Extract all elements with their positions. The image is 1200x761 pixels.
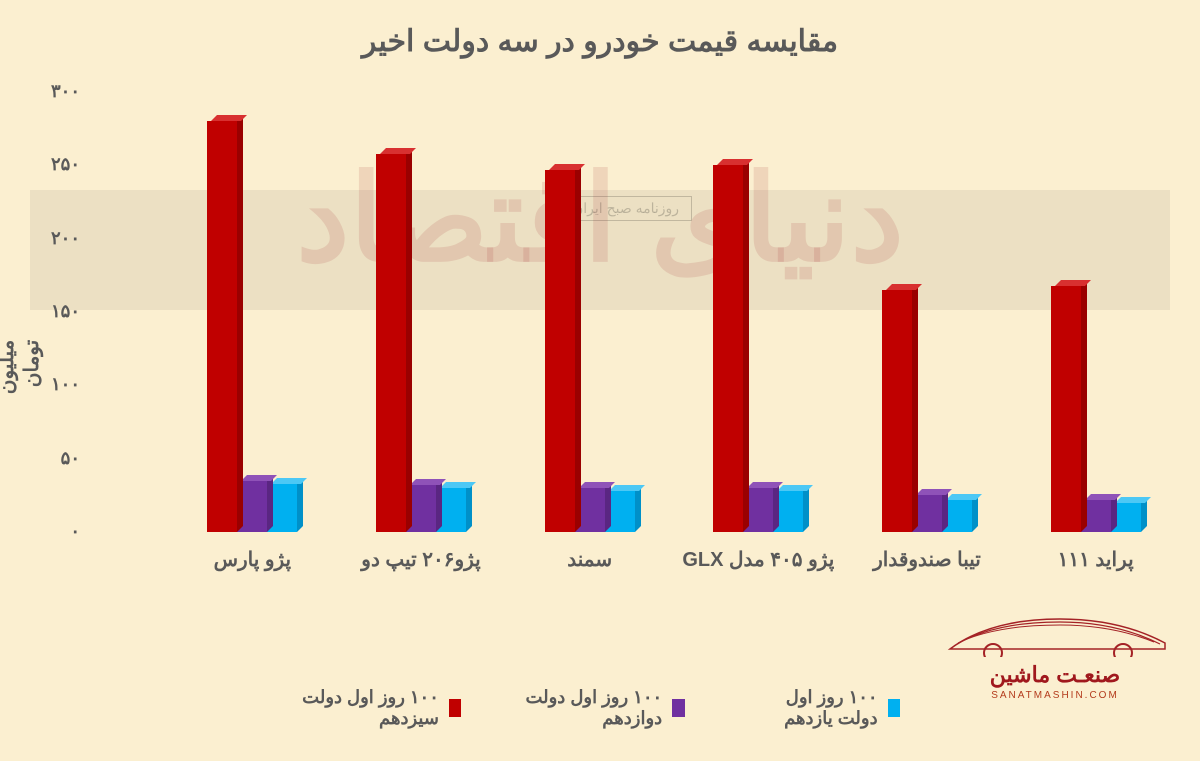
bar (882, 290, 912, 532)
y-tick: ۵۰ (61, 448, 80, 469)
brand-name: صنعـت ماشین (940, 662, 1170, 688)
x-category: پژو۲۰۶ تیپ دو (331, 546, 511, 574)
legend-swatch (672, 699, 684, 717)
legend-label: ۱۰۰ روز اول دولت دوازدهم (523, 687, 662, 729)
x-category: پژو پارس (162, 546, 342, 574)
y-tick: ۱۵۰ (51, 301, 80, 322)
plot-area (168, 92, 1180, 532)
bar-group (376, 154, 466, 532)
y-tick: ۰ (70, 521, 80, 542)
x-category: سمند (500, 546, 680, 574)
bar (376, 154, 406, 532)
y-tick: ۲۵۰ (51, 154, 80, 175)
y-tick: ۳۰۰ (51, 81, 80, 102)
y-tick: ۱۰۰ (51, 374, 80, 395)
car-icon (940, 607, 1170, 657)
chart-area: میلیون تومان ۰۵۰۱۰۰۱۵۰۲۰۰۲۵۰۳۰۰ پراید ۱۱… (60, 92, 1180, 644)
legend-item: ۱۰۰ روز اول دولت یازدهم (747, 687, 900, 729)
bar-group (1051, 286, 1141, 532)
legend: ۱۰۰ روز اول دولت یازدهم ۱۰۰ روز اول دولت … (300, 687, 900, 729)
legend-item: ۱۰۰ روز اول دولت دوازدهم (523, 687, 684, 729)
brand-logo: صنعـت ماشین SANATMASHIN.COM (940, 607, 1170, 701)
bar (1051, 286, 1081, 532)
legend-label: ۱۰۰ روز اول دولت سیزدهم (300, 687, 439, 729)
bar-group (207, 121, 297, 532)
legend-swatch (888, 699, 900, 717)
brand-url: SANATMASHIN.COM (940, 690, 1170, 701)
x-category: تیبا صندوقدار (837, 546, 1017, 574)
legend-swatch (449, 699, 461, 717)
bar-group (545, 170, 635, 532)
legend-item: ۱۰۰ روز اول دولت سیزدهم (300, 687, 461, 729)
y-axis-label: میلیون تومان (0, 340, 44, 394)
bar-group (882, 290, 972, 532)
bar (207, 121, 237, 532)
chart-title: مقایسه قیمت خودرو در سه دولت اخیر (0, 0, 1200, 59)
x-category: پژو ۴۰۵ مدل GLX (668, 546, 848, 574)
y-tick: ۲۰۰ (51, 228, 80, 249)
bar-group (713, 165, 803, 532)
bar (713, 165, 743, 532)
x-category: پراید ۱۱۱ (1006, 546, 1186, 574)
bar (545, 170, 575, 532)
legend-label: ۱۰۰ روز اول دولت یازدهم (747, 687, 878, 729)
